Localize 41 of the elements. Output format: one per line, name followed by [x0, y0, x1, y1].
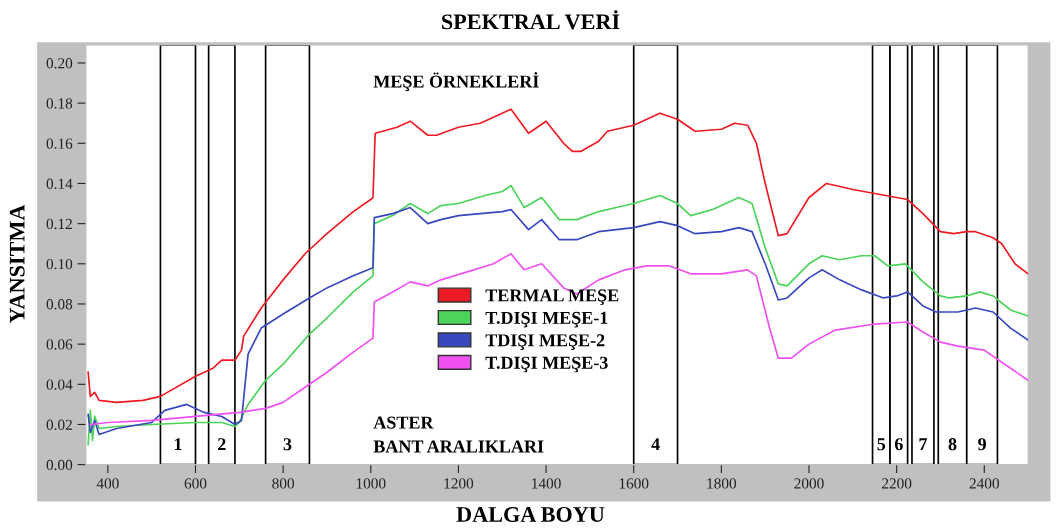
x-tick-label: 1600 [619, 478, 649, 489]
x-tick-label: 1200 [444, 478, 474, 489]
y-tick-label: 0.20 [46, 58, 73, 69]
x-tick-label: 2400 [969, 478, 999, 489]
legend-label: T.DIŞI MEŞE-1 [485, 311, 608, 328]
y-tick-label: 0.02 [46, 419, 72, 430]
chart-title: SPEKTRAL VERİ [442, 10, 620, 30]
y-axis-title: YANSITMA [9, 204, 25, 324]
y-tick-label: 0.18 [46, 98, 73, 109]
x-tick-label: 1000 [356, 478, 386, 489]
y-tick-label: 0.10 [46, 258, 73, 270]
band-label: 1 [174, 438, 182, 451]
x-tick-label: 800 [272, 478, 295, 489]
annotation: MEŞE ÖRNEKLERİ [373, 72, 539, 92]
annotation: ASTER BANT ARALIKLARI [373, 416, 544, 453]
band-label: 9 [978, 438, 986, 451]
line-series [87, 108, 1029, 404]
band-label: 3 [283, 438, 292, 451]
band-label: 6 [894, 438, 903, 451]
band-label: 8 [948, 438, 957, 451]
y-tick-label: 0.04 [46, 379, 73, 390]
x-tick-label: 2200 [882, 478, 912, 489]
x-tick-label: 1800 [707, 478, 737, 489]
y-tick-label: 0.00 [46, 459, 73, 471]
y-tick-label: 0.14 [46, 178, 73, 189]
y-tick-label: 0.16 [46, 138, 73, 149]
legend-label: TERMAL MEŞE [485, 289, 619, 306]
x-tick-label: 600 [184, 478, 207, 489]
band-label: 7 [919, 438, 928, 451]
legend-label: T.DIŞI MEŞE-3 [485, 356, 608, 373]
band-label: 4 [651, 438, 660, 451]
y-tick-label: 0.06 [46, 339, 73, 350]
x-tick-label: 1400 [532, 478, 561, 489]
x-tick-label: 400 [96, 478, 119, 489]
band-label: 5 [877, 438, 886, 451]
x-axis-title: DALGA BOYU [456, 507, 605, 522]
y-tick-label: 0.08 [46, 299, 73, 310]
x-tick-label: 2000 [794, 478, 824, 489]
band-label: 2 [218, 438, 226, 451]
y-tick-label: 0.12 [46, 218, 72, 230]
legend-label: TDIŞI MEŞE-2 [485, 334, 605, 350]
